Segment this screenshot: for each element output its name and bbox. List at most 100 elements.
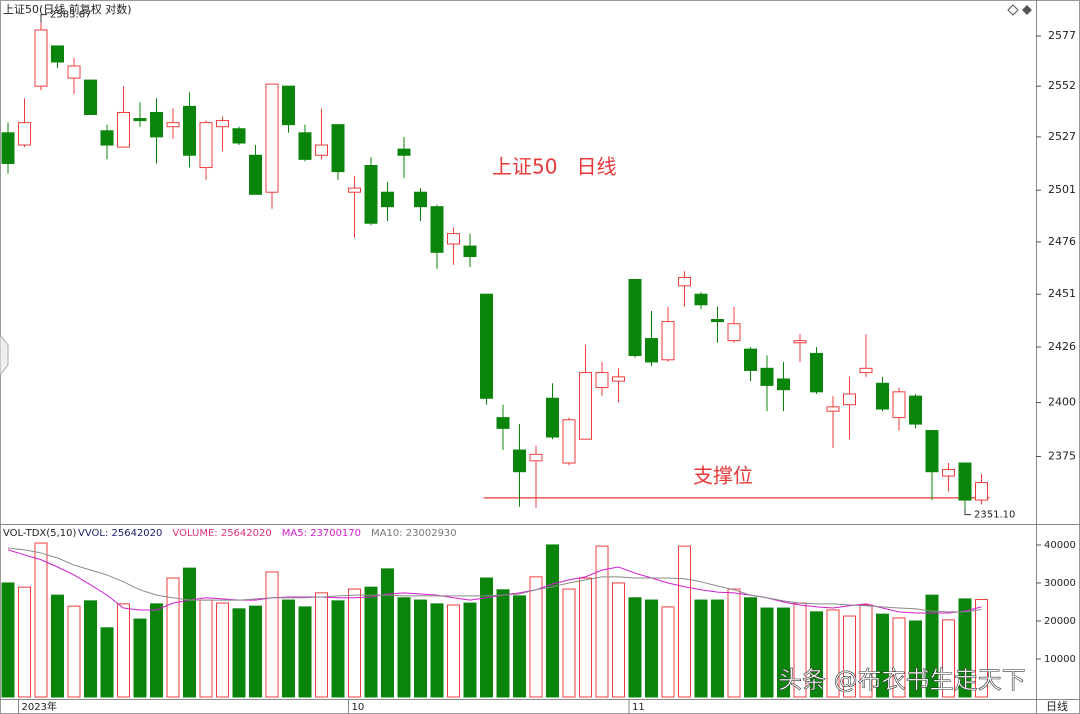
volume-bar: [84, 600, 97, 698]
candle-body: [711, 318, 724, 323]
volume-bar: [315, 592, 328, 698]
volume-bar: [480, 577, 493, 698]
candle-body: [546, 397, 559, 438]
volume-bar: [298, 606, 312, 698]
volume-bar: [331, 600, 345, 698]
volume-bar: [678, 545, 691, 698]
volume-bar: [942, 619, 955, 698]
candle-body: [909, 395, 922, 425]
candle-body: [925, 430, 939, 473]
volume-bar: [414, 599, 427, 698]
candle-body: [562, 419, 576, 464]
y-tick-label: 20000: [1044, 616, 1076, 627]
candle-body: [777, 378, 790, 391]
volume-bar: [265, 571, 279, 698]
candle-body: [892, 391, 906, 419]
volume-bar: [529, 576, 543, 698]
candle-body: [51, 45, 64, 63]
volume-bar: [562, 588, 576, 698]
volume-bar: [117, 603, 130, 698]
candle-body: [84, 79, 97, 115]
period-label: 日线: [1046, 699, 1068, 713]
candle-body: [810, 352, 823, 393]
volume-bar: [216, 602, 229, 698]
volume-bar: [447, 604, 460, 698]
candle-body: [100, 130, 114, 146]
candle-body: [612, 376, 625, 382]
high-label: 2583.67: [50, 10, 91, 21]
candle-body: [628, 279, 642, 357]
volume-bar: [430, 603, 444, 698]
candle-body: [364, 165, 378, 224]
y-tick-label: 2451: [1048, 287, 1076, 300]
volume-title: VOL-TDX(5,10): [3, 528, 76, 539]
candle-body: [975, 482, 988, 501]
candle-body: [265, 83, 279, 193]
candle-body: [496, 417, 510, 429]
volume-bar: [67, 605, 81, 698]
support-label: 支撑位: [693, 464, 753, 488]
candle-body: [645, 338, 658, 363]
ma5-line: [7, 549, 982, 614]
candle-body: [298, 132, 312, 160]
volume-bar: [348, 588, 361, 698]
volume-bar: [1, 582, 15, 698]
y-tick-label: 2527: [1048, 130, 1076, 143]
candle-body: [18, 122, 31, 146]
candle-body: [216, 120, 229, 128]
candle-body: [579, 372, 592, 440]
candle-body: [133, 118, 147, 122]
candle-body: [199, 122, 213, 169]
volume-bar: [232, 608, 246, 698]
volume-bar: [958, 598, 972, 698]
legend-entry: VVOL: 25642020: [78, 528, 162, 539]
y-tick-label: 2400: [1048, 396, 1076, 409]
candle-body: [678, 276, 691, 287]
candle-body: [67, 65, 81, 79]
volume-bar: [810, 611, 823, 698]
candle-body: [843, 393, 856, 406]
volume-bar: [166, 577, 180, 698]
volume-bar: [711, 599, 724, 698]
candle-body: [117, 111, 130, 148]
volume-bar: [909, 620, 922, 698]
icon-diamond[interactable]: [1022, 5, 1032, 15]
candle-body: [694, 293, 708, 306]
volume-bar: [595, 545, 609, 698]
candle-body: [1, 132, 15, 164]
volume-bar: [876, 613, 889, 698]
candle-body: [331, 124, 345, 173]
volume-bar: [18, 586, 31, 698]
annotation: 上证50 日线: [492, 155, 617, 179]
candle-body: [430, 206, 444, 253]
volume-bar: [975, 599, 988, 698]
high-pointer: [40, 14, 47, 23]
volume-bar: [199, 599, 213, 698]
volume-bar: [133, 618, 147, 698]
volume-bar: [892, 617, 906, 698]
legend-entry: VOLUME: 25642020: [172, 528, 271, 539]
legend-entry: MA5: 23700170: [282, 528, 361, 539]
volume-bar: [34, 542, 48, 698]
volume-bar: [364, 586, 378, 698]
candle-body: [150, 111, 163, 138]
volume-bar: [546, 544, 559, 698]
y-tick-label: 2577: [1048, 29, 1076, 42]
side-tab[interactable]: [0, 334, 9, 376]
low-pointer: [964, 508, 971, 516]
volume-bar: [744, 597, 757, 698]
y-tick-label: 40000: [1044, 540, 1076, 551]
candle-body: [793, 340, 807, 344]
volume-bar: [843, 615, 856, 698]
x-tick-label: 2023年: [22, 700, 57, 713]
volume-bar: [51, 594, 64, 698]
candle-body: [942, 469, 955, 477]
icon-diamond[interactable]: [1007, 4, 1019, 16]
volume-bar: [100, 627, 114, 698]
candle-body: [513, 449, 526, 473]
volume-bar: [150, 603, 163, 698]
volume-bar: [612, 582, 625, 698]
low-label: 2351.10: [974, 510, 1015, 521]
volume-bar: [777, 607, 790, 698]
